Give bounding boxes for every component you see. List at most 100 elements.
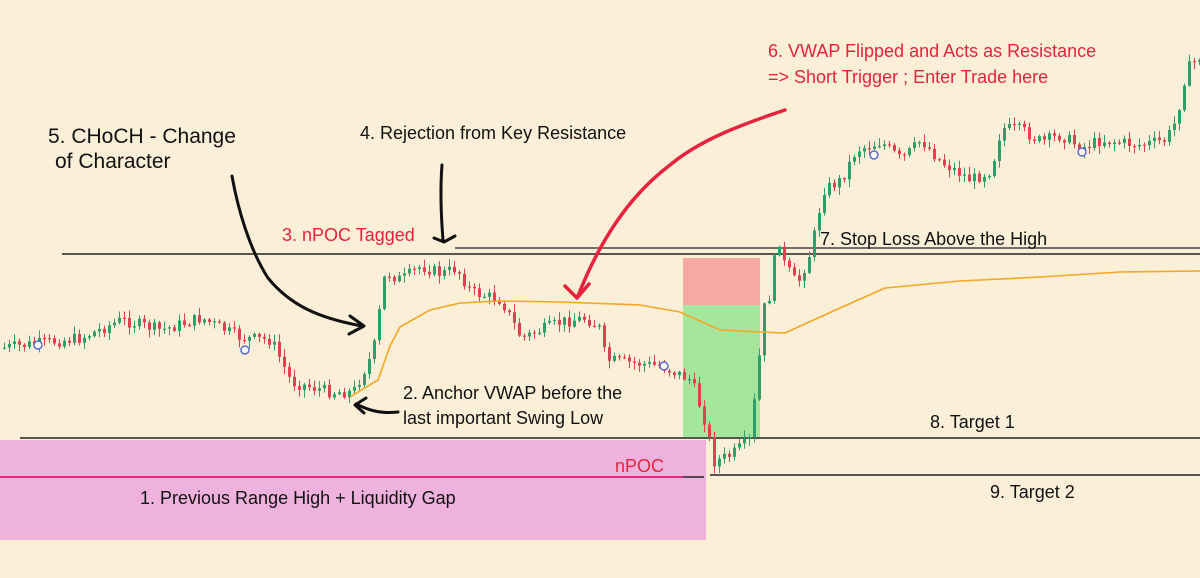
- candle-body: [1098, 137, 1101, 146]
- candle-body: [713, 437, 716, 467]
- candle-body: [18, 341, 21, 345]
- candle-body: [123, 317, 126, 319]
- candle-body: [443, 270, 446, 276]
- profit-zone: [683, 305, 760, 437]
- candle-body: [8, 343, 11, 348]
- candle-body: [398, 275, 401, 282]
- candle-body: [633, 361, 636, 363]
- candle-body: [243, 339, 246, 342]
- candle-body: [903, 154, 906, 156]
- stop-loss-label: 7. Stop Loss Above the High: [820, 229, 1047, 249]
- candle-body: [638, 362, 641, 366]
- candle-body: [1093, 137, 1096, 148]
- candle-body: [818, 213, 821, 231]
- candle-body: [743, 438, 746, 444]
- candle-body: [613, 356, 616, 361]
- candle-body: [1183, 85, 1186, 111]
- candle-body: [498, 301, 501, 304]
- candle-body: [1123, 138, 1126, 144]
- candle-body: [723, 453, 726, 459]
- candle-body: [103, 328, 106, 334]
- candle-body: [738, 443, 741, 448]
- candle-body: [1038, 136, 1041, 141]
- candle-body: [293, 376, 296, 387]
- candle-body: [308, 384, 311, 388]
- candle-body: [73, 333, 76, 343]
- candle-body: [218, 321, 221, 323]
- candle-body: [328, 384, 331, 398]
- candle-body: [958, 168, 961, 176]
- candle-body: [653, 361, 656, 365]
- candle-body: [758, 355, 761, 400]
- candle-body: [548, 320, 551, 323]
- candle-body: [1008, 123, 1011, 128]
- candle-body: [1158, 137, 1161, 141]
- candle-body: [1068, 135, 1071, 143]
- candle-body: [753, 399, 756, 437]
- candle-body: [568, 317, 571, 327]
- candle-body: [1178, 110, 1181, 124]
- candle-body: [433, 266, 436, 275]
- candle-body: [978, 173, 981, 182]
- candle-body: [648, 361, 651, 364]
- candle-body: [798, 275, 801, 281]
- candle-body: [888, 144, 891, 146]
- candle-body: [538, 332, 541, 334]
- candle-body: [1118, 142, 1121, 144]
- candle-body: [1198, 60, 1200, 62]
- chart-marker-icon: [240, 345, 250, 355]
- candle-body: [733, 447, 736, 457]
- candle-body: [23, 344, 26, 348]
- candle-body: [1143, 144, 1146, 147]
- candle-body: [518, 322, 521, 336]
- candle-body: [288, 366, 291, 377]
- candle-body: [133, 326, 136, 328]
- chart-marker-icon: [869, 150, 879, 160]
- candle-body: [933, 148, 936, 160]
- candle-body: [93, 331, 96, 337]
- target2-label: 9. Target 2: [990, 482, 1075, 502]
- candle-body: [78, 333, 81, 343]
- candle-body: [1043, 136, 1046, 140]
- candle-body: [988, 176, 991, 178]
- candle-body: [1128, 138, 1131, 147]
- candle-body: [1053, 133, 1056, 136]
- candle-body: [563, 317, 566, 325]
- candle-body: [478, 288, 481, 298]
- candle-body: [333, 394, 336, 398]
- candle-body: [238, 328, 241, 340]
- candle-body: [493, 292, 496, 302]
- candle-body: [408, 268, 411, 274]
- candle-body: [623, 357, 626, 359]
- candle-body: [893, 144, 896, 151]
- candle-body: [1003, 127, 1006, 141]
- candle-body: [928, 147, 931, 149]
- candle-body: [138, 318, 141, 327]
- candle-body: [953, 168, 956, 171]
- candle-body: [343, 392, 346, 398]
- candle-body: [1073, 135, 1076, 145]
- target1-label: 8. Target 1: [930, 412, 1015, 432]
- candle-body: [513, 312, 516, 323]
- candle-body: [773, 255, 776, 301]
- candle-body: [1048, 133, 1051, 140]
- candle-body: [508, 310, 511, 313]
- candle-body: [438, 266, 441, 276]
- candle-body: [718, 458, 721, 467]
- candle-body: [993, 160, 996, 177]
- candle-body: [378, 309, 381, 341]
- candle-body: [143, 318, 146, 323]
- candle-body: [1138, 144, 1141, 147]
- candle-body: [298, 386, 301, 390]
- candle-body: [1023, 123, 1026, 128]
- candle-body: [213, 321, 216, 323]
- candle-body: [1063, 140, 1066, 143]
- anchor-vwap-label-1: 2. Anchor VWAP before the: [403, 383, 622, 403]
- candle-body: [208, 319, 211, 322]
- candle-body: [388, 276, 391, 278]
- candle-body: [503, 303, 506, 311]
- candle-body: [163, 328, 166, 330]
- candle-body: [908, 148, 911, 156]
- arrow-choch: [230, 174, 366, 336]
- candle-body: [458, 272, 461, 274]
